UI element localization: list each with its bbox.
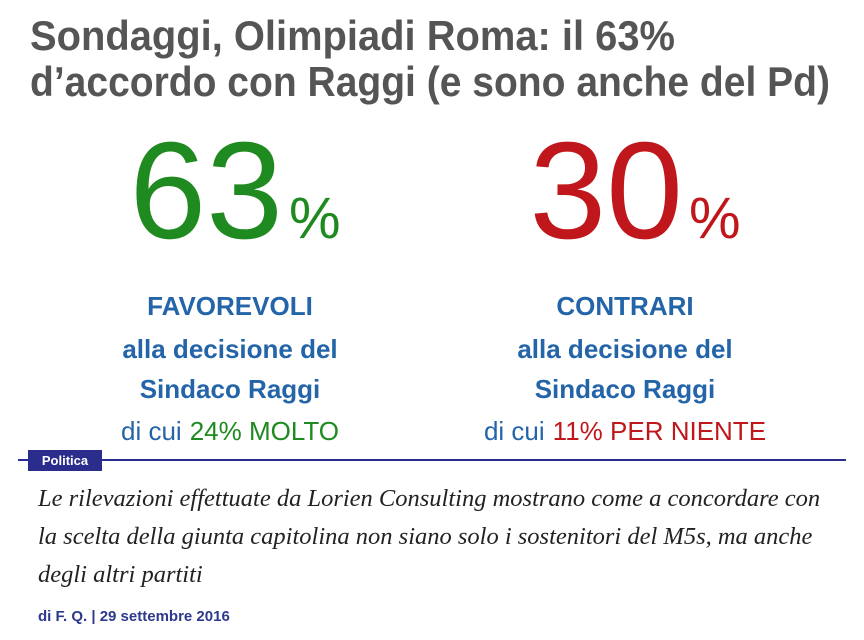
number: 30	[529, 114, 683, 268]
stat-text: alla decisione del	[122, 334, 337, 364]
category-label[interactable]: Politica	[42, 453, 89, 468]
category-tag[interactable]	[28, 450, 102, 471]
stat-text: Sindaco Raggi	[535, 374, 716, 404]
stat-detail: di cui 24% MOLTO	[121, 416, 339, 446]
stat-label: CONTRARI	[556, 291, 693, 321]
stat-number: 63%	[129, 114, 340, 268]
stat-text: Sindaco Raggi	[140, 374, 321, 404]
number: 63	[129, 114, 283, 268]
detail-prefix: di cui	[121, 416, 182, 446]
byline: di F. Q. | 29 settembre 2016	[38, 608, 230, 625]
title-line: d’accordo con Raggi (e sono anche del Pd…	[30, 58, 830, 105]
stat-text: alla decisione del	[517, 334, 732, 364]
stat-number: 30%	[529, 114, 740, 268]
stat-detail: di cui 11% PER NIENTE	[484, 416, 766, 446]
detail-value: 24% MOLTO	[190, 416, 339, 446]
unit: %	[289, 186, 341, 251]
detail-value: 11% PER NIENTE	[553, 416, 766, 446]
detail-prefix: di cui	[484, 416, 545, 446]
lead-paragraph: Le rilevazioni effettuate da Lorien Cons…	[38, 485, 821, 588]
unit: %	[689, 186, 741, 251]
title-line: Sondaggi, Olimpiadi Roma: il 63%	[30, 12, 675, 59]
stat-label: FAVOREVOLI	[147, 291, 313, 321]
